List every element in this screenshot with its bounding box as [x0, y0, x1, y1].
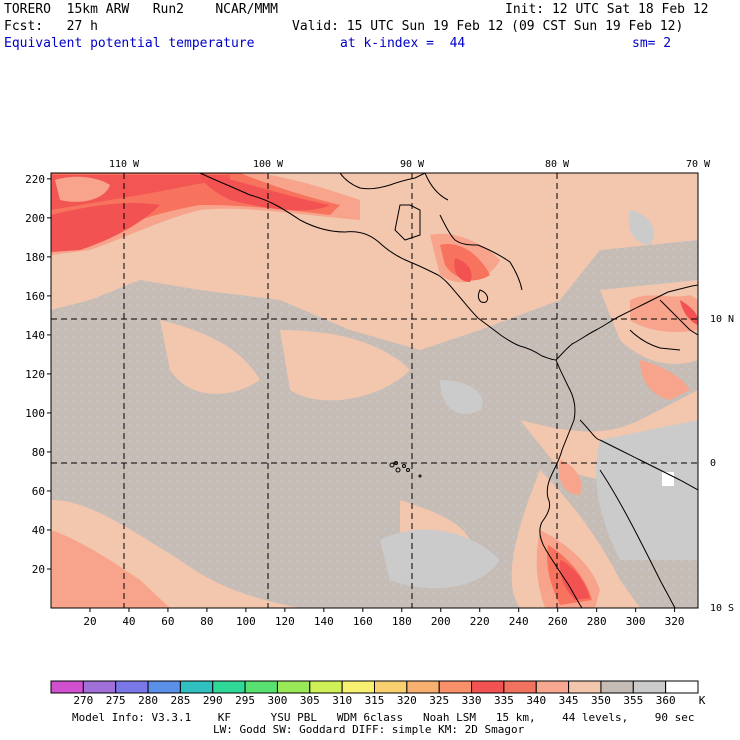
valid-time: Valid: 15 UTC Sun 19 Feb 12 (09 CST Sun …	[292, 19, 684, 34]
colorbar-label: 345	[559, 694, 579, 707]
longitude-label: 70 W	[686, 159, 711, 170]
colorbar-swatch	[341, 680, 375, 694]
colorbar-label: 350	[591, 694, 611, 707]
colorbar-swatch	[50, 680, 84, 694]
colorbar-swatch	[147, 680, 181, 694]
y-tick-label: 160	[25, 290, 45, 303]
colorbar-unit: K	[699, 694, 706, 707]
x-tick-label: 120	[275, 615, 295, 628]
latitude-label: 10 N	[710, 314, 734, 325]
colorbar-label: 325	[429, 694, 449, 707]
colorbar-label: 360	[656, 694, 676, 707]
colorbar-swatch	[82, 680, 117, 694]
x-tick-label: 60	[161, 615, 174, 628]
colorbar-label: 305	[300, 694, 320, 707]
y-tick-label: 140	[25, 329, 45, 342]
model-info: Model Info: V3.3.1 KF YSU PBL WDM 6class…	[72, 711, 695, 724]
x-tick-label: 140	[314, 615, 334, 628]
init-time: Init: 12 UTC Sat 18 Feb 12	[505, 2, 709, 17]
colorbar-labels: 270 275 280 285 290 295 300 305 310 315 320 325 330 3…	[73, 694, 705, 707]
x-tick-label: 320	[665, 615, 685, 628]
longitude-labels: 110 W 100 W 90 W 80 W 70 W	[109, 159, 711, 170]
latitude-labels: 10 N 0 10 S	[710, 314, 734, 614]
colorbar-swatch	[665, 680, 699, 694]
x-tick-label: 220	[470, 615, 490, 628]
x-tick-label: 20	[83, 615, 96, 628]
longitude-label: 110 W	[109, 159, 140, 170]
y-tick-label: 220	[25, 173, 45, 186]
colorbar-label: 280	[138, 694, 158, 707]
physics-info: LW: Godd SW: Goddard DIFF: simple KM: 2D…	[213, 723, 525, 736]
colorbar-label: 275	[106, 694, 126, 707]
x-tick-label: 280	[587, 615, 607, 628]
x-tick-label: 80	[200, 615, 213, 628]
x-tick-label: 240	[509, 615, 529, 628]
graticule	[51, 173, 698, 608]
colorbar-label: 270	[73, 694, 93, 707]
colorbar-swatch	[179, 680, 214, 694]
colorbar-label: 320	[397, 694, 417, 707]
x-tick-label: 160	[353, 615, 373, 628]
x-tick-label: 100	[236, 615, 256, 628]
x-tick-label: 40	[122, 615, 135, 628]
latitude-label: 0	[710, 458, 716, 469]
longitude-label: 100 W	[253, 159, 284, 170]
colorbar-swatch	[471, 680, 505, 694]
colorbar-swatch	[244, 680, 278, 694]
grey-patches	[380, 210, 698, 589]
colorbar-label: 295	[235, 694, 255, 707]
y-tick-label: 120	[25, 368, 45, 381]
colorbar-label: 310	[332, 694, 352, 707]
colorbar-swatch	[374, 680, 408, 694]
colorbar-swatch	[212, 680, 246, 694]
colorbar-swatch	[276, 680, 311, 694]
y-tick-label: 100	[25, 407, 45, 420]
colorbar-label: 285	[170, 694, 190, 707]
x-tick-label: 260	[548, 615, 568, 628]
forecast-hour: Fcst: 27 h	[4, 19, 98, 34]
colorbar-swatch	[568, 680, 602, 694]
y-tick-label: 60	[32, 485, 45, 498]
y-tick-label: 80	[32, 446, 45, 459]
colorbar-swatch	[309, 680, 343, 694]
longitude-label: 90 W	[400, 159, 425, 170]
temperature-field	[51, 173, 698, 608]
y-tick-label: 20	[32, 563, 45, 576]
colorbar-swatch	[503, 680, 537, 694]
colorbar-swatch	[438, 680, 473, 694]
colorbar-swatch	[535, 680, 570, 694]
k-index-level: at k-index = 44	[340, 36, 466, 51]
colorbar-swatch	[115, 680, 149, 694]
x-tick-label: 300	[626, 615, 646, 628]
y-tick-label: 200	[25, 212, 45, 225]
galapagos-islands	[389, 461, 422, 478]
x-axis-ticks: 20 40 60 80 100 120 140 160 180 200 220 240 260 280 30…	[83, 608, 685, 628]
colorbar-label: 330	[462, 694, 482, 707]
colorbar-swatch	[632, 680, 667, 694]
colorbar-swatch	[600, 680, 634, 694]
model-title: TORERO 15km ARW Run2 NCAR/MMM	[4, 2, 278, 17]
colorbar-label: 290	[203, 694, 223, 707]
y-tick-label: 180	[25, 251, 45, 264]
colorbar-swatch	[406, 680, 440, 694]
coastlines	[199, 173, 698, 608]
colorbar-label: 300	[268, 694, 288, 707]
x-tick-label: 180	[392, 615, 412, 628]
colorbar-label: 335	[494, 694, 514, 707]
plot-frame	[50, 172, 699, 609]
latitude-label: 10 S	[710, 603, 734, 614]
colorbar	[50, 680, 699, 694]
longitude-label: 80 W	[545, 159, 570, 170]
colorbar-label: 355	[623, 694, 643, 707]
orange-core	[55, 176, 110, 202]
colorbar-label: 340	[526, 694, 546, 707]
y-axis-ticks: 20 40 60 80 100 120 140 160 180 200 220	[25, 173, 51, 576]
y-tick-label: 40	[32, 524, 45, 537]
x-tick-label: 200	[431, 615, 451, 628]
smoothing-value: sm= 2	[632, 36, 672, 51]
field-name: Equivalent potential temperature	[4, 36, 255, 51]
colorbar-label: 315	[365, 694, 385, 707]
